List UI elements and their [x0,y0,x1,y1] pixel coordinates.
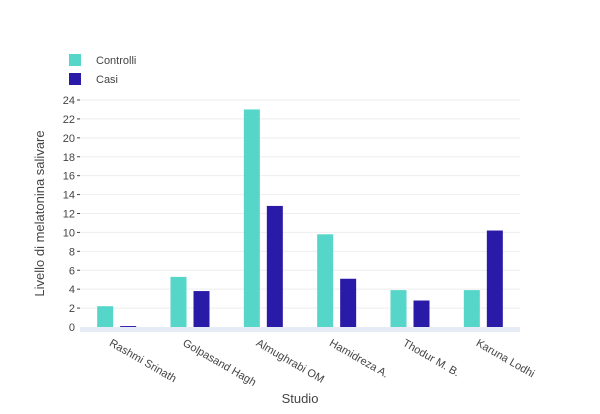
y-tick-label: 2 [69,303,75,315]
legend-swatch[interactable] [69,73,81,85]
legend-label[interactable]: Controlli [96,55,136,67]
bar-casi[interactable] [413,300,430,327]
y-tick-label: 6 [69,265,75,277]
bar-casi[interactable] [266,205,283,327]
y-tick-label: 20 [63,133,75,145]
y-tick-label: 16 [63,171,75,183]
x-tick-label: Rashmi Srinath [107,337,178,385]
y-tick-label: 4 [69,284,75,296]
y-tick-label: 8 [69,246,75,258]
legend-swatch[interactable] [69,54,81,66]
bar-casi[interactable] [486,230,503,327]
bars [97,109,503,327]
y-tick-label: 12 [63,209,75,221]
bar-controlli[interactable] [97,306,114,327]
zero-baseline-band [80,327,520,332]
bar-casi[interactable] [120,326,137,327]
y-tick-label: 14 [63,190,75,202]
y-tick-label: 24 [63,95,75,107]
x-tick-label: Golpasand Hagh [181,337,259,389]
legend[interactable]: Controlli Casi [69,54,136,86]
bar-controlli[interactable] [390,290,407,327]
x-tick-label: Hamidreza A. [327,337,390,380]
bar-casi[interactable] [340,278,357,327]
bar-casi[interactable] [193,291,210,327]
y-axis-title: Livello di melatonina salivare [32,130,47,296]
x-tick-label: Karuna Lodhi [474,337,537,380]
legend-label[interactable]: Casi [96,74,118,86]
x-axis-title: Studio [282,391,319,406]
x-tick-label: Almughrabi OM [254,337,326,386]
y-tick-label: 10 [63,227,75,239]
bar-controlli[interactable] [170,276,187,327]
y-tick-label: 22 [63,114,75,126]
bar-controlli[interactable] [317,234,334,327]
bar-controlli[interactable] [463,290,480,327]
x-tick-label: Thodur M. B. [401,337,462,379]
gridlines [80,99,520,309]
y-tick-label: 0 [69,322,75,334]
y-tick-label: 18 [63,152,75,164]
bar-controlli[interactable] [243,109,260,327]
